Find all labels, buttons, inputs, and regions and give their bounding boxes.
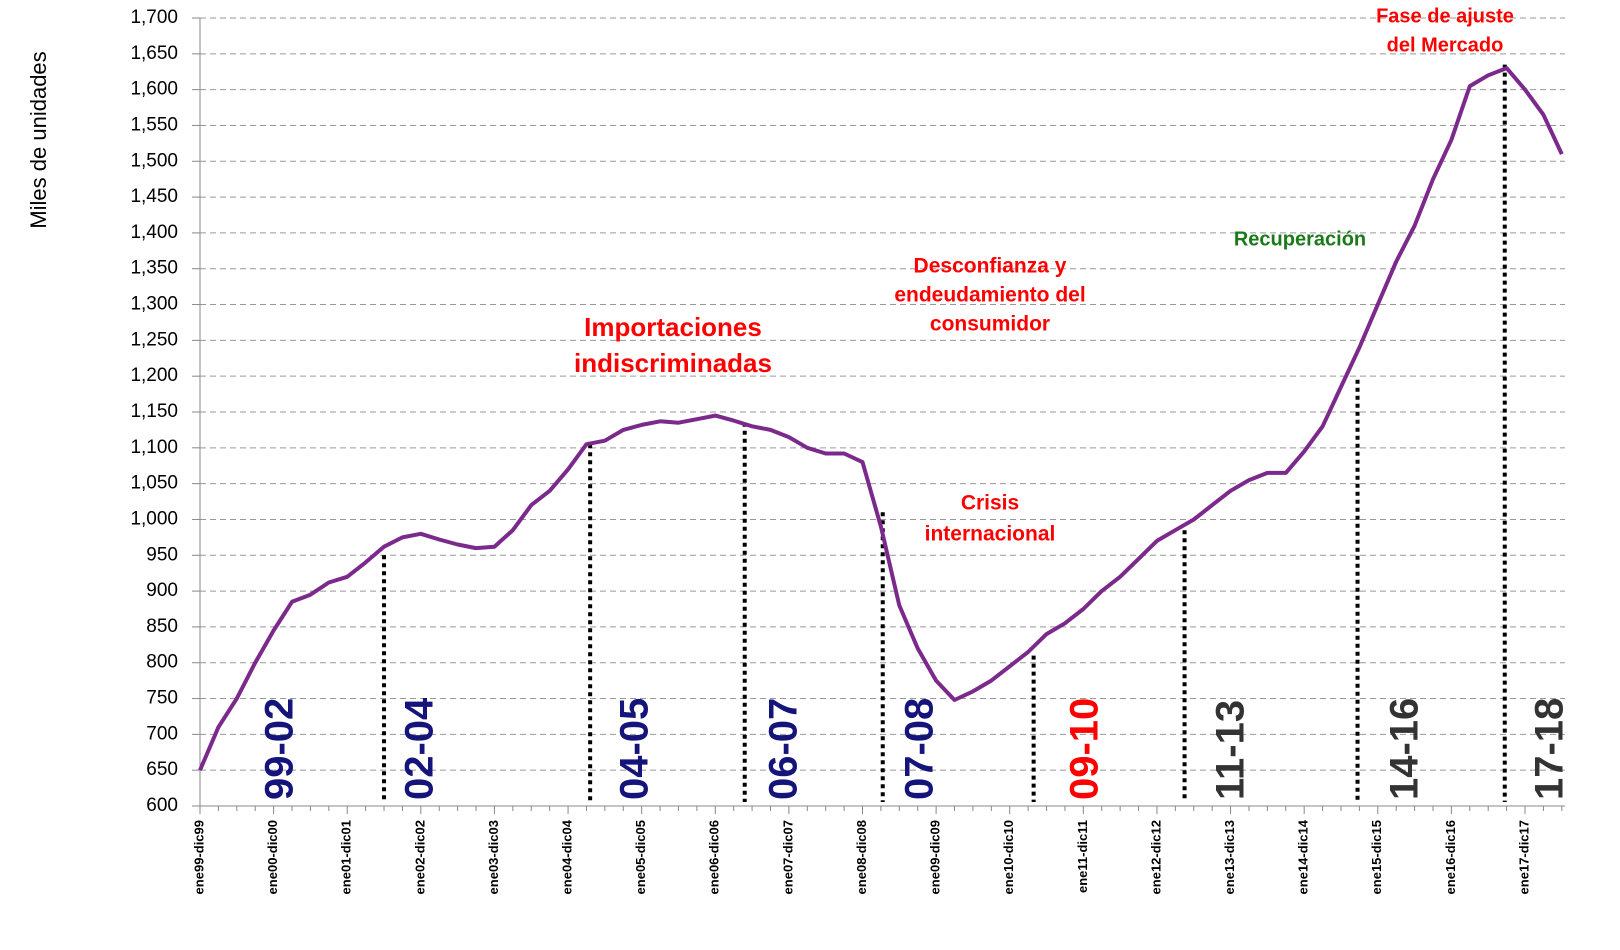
x-tick-label: ene12-dic12: [1148, 820, 1163, 894]
y-tick-label: 950: [146, 544, 178, 565]
x-tick-label: ene13-dic13: [1222, 820, 1237, 894]
x-tick-label: ene09-dic09: [928, 820, 943, 894]
y-tick-label: 1,250: [130, 329, 178, 350]
y-tick-label: 1,350: [130, 258, 178, 279]
annotation: Recuperación: [1234, 228, 1366, 250]
y-tick-label: 1,050: [130, 473, 178, 494]
y-tick-label: 850: [146, 616, 178, 637]
x-tick-label: ene04-dic04: [559, 819, 574, 894]
period-label: 07-08: [898, 698, 942, 800]
annotation: Desconfianza y: [914, 255, 1067, 278]
y-tick-label: 1,600: [130, 79, 178, 100]
x-tick-label: ene99-dic99: [191, 820, 206, 894]
y-tick-label: 1,100: [130, 437, 178, 458]
annotation: endeudamiento del: [894, 284, 1085, 307]
y-tick-label: 1,450: [130, 186, 178, 207]
y-tick-label: 1,500: [130, 150, 178, 171]
y-tick-label: 1,300: [130, 294, 178, 315]
x-tick-label: ene06-dic06: [707, 820, 722, 894]
annotation: consumidor: [930, 313, 1050, 336]
x-tick-label: ene08-dic08: [854, 820, 869, 894]
period-label: 17-18: [1528, 698, 1572, 800]
y-tick-label: 700: [146, 723, 178, 744]
x-tick-label: ene16-dic16: [1443, 820, 1458, 894]
x-tick-label: ene03-dic03: [486, 820, 501, 894]
period-label: 04-05: [613, 698, 657, 800]
period-label: 09-10: [1063, 698, 1107, 800]
x-tick-label: ene01-dic01: [339, 820, 354, 894]
y-tick-label: 650: [146, 759, 178, 780]
annotation: Fase de ajuste: [1376, 5, 1514, 27]
x-tick-label: ene05-dic05: [633, 820, 648, 894]
annotation: internacional: [925, 523, 1056, 546]
y-axis-label: Miles de unidades: [26, 51, 51, 228]
period-label: 06-07: [762, 698, 806, 800]
y-tick-label: 1,200: [130, 365, 178, 386]
annotation: del Mercado: [1387, 34, 1504, 56]
y-tick-label: 800: [146, 652, 178, 673]
y-tick-label: 900: [146, 580, 178, 601]
y-tick-label: 600: [146, 795, 178, 816]
x-tick-label: ene17-dic17: [1516, 820, 1531, 894]
y-tick-label: 1,550: [130, 114, 178, 135]
y-tick-label: 1,700: [130, 7, 178, 28]
period-label: 99-02: [258, 698, 302, 800]
y-tick-label: 750: [146, 688, 178, 709]
y-tick-label: 1,000: [130, 508, 178, 529]
period-label: 11-13: [1209, 700, 1253, 800]
x-tick-label: ene00-dic00: [265, 820, 280, 894]
annotation: Crisis: [961, 492, 1019, 515]
x-tick-label: ene07-dic07: [780, 820, 795, 894]
annotation: Importaciones: [584, 312, 762, 342]
period-label: 14-16: [1383, 698, 1427, 800]
x-tick-label: ene14-dic14: [1296, 819, 1311, 894]
x-tick-label: ene10-dic10: [1001, 820, 1016, 894]
period-label: 02-04: [398, 697, 442, 800]
line: [198, 66, 1564, 771]
x-tick-label: ene11-dic11: [1075, 820, 1090, 893]
y-tick-label: 1,150: [130, 401, 178, 422]
annotation: indiscriminadas: [574, 348, 772, 378]
x-tick-label: ene15-dic15: [1369, 820, 1384, 894]
x-tick-label: ene02-dic02: [412, 820, 427, 894]
y-tick-label: 1,650: [130, 43, 178, 64]
y-tick-label: 1,400: [130, 222, 178, 243]
